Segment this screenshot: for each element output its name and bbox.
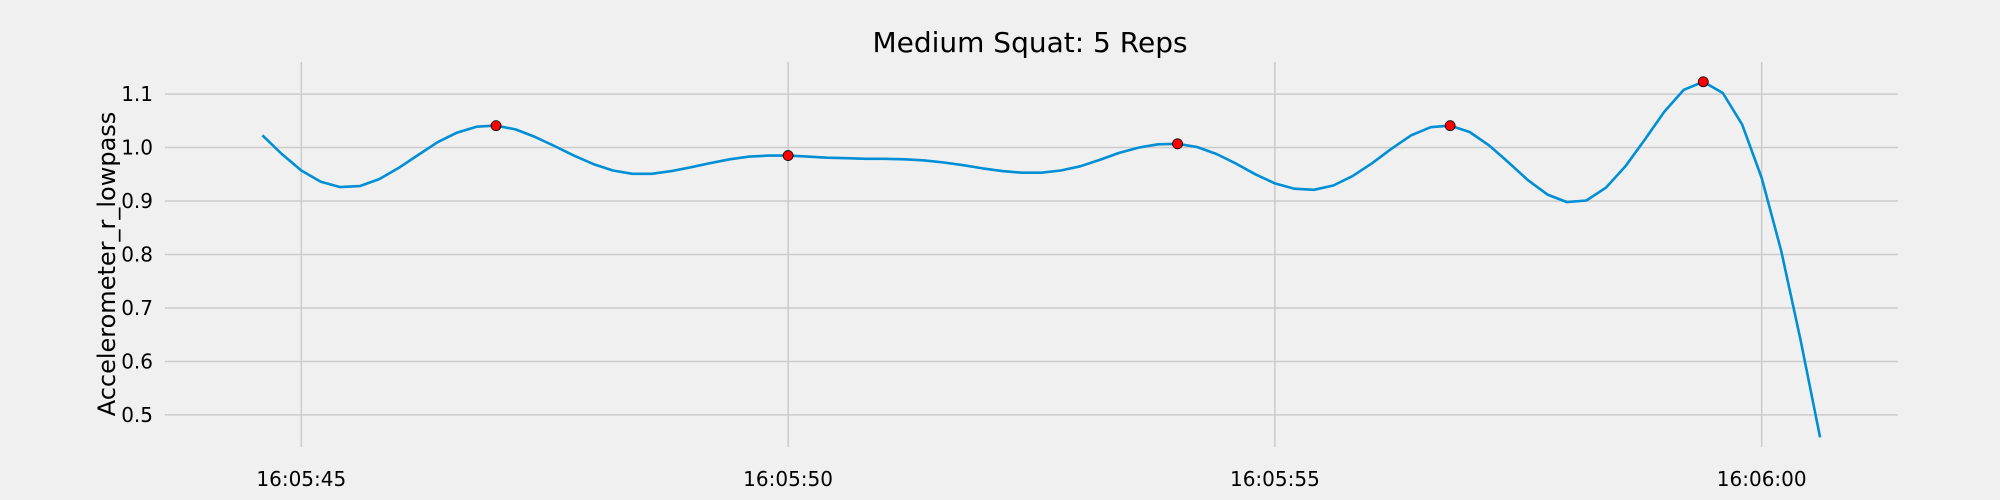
y-axis-label: Accelerometer_r_lowpass [93, 112, 121, 417]
tick-labels: 0.5 0.6 0.7 0.8 0.9 1.0 1.1 16:05:45 16:05:50 16:… [121, 82, 1806, 491]
y-tick-label: 1.1 [121, 82, 153, 106]
y-tick-label: 0.9 [121, 189, 153, 213]
y-tick-label: 0.6 [121, 349, 153, 373]
grid [165, 62, 1898, 447]
y-tick-label: 0.7 [121, 296, 153, 320]
x-tick-label: 16:06:00 [1717, 467, 1807, 491]
peak-marker [782, 150, 794, 161]
peaks-layer [490, 76, 1709, 161]
peak-marker [490, 120, 502, 132]
peak-marker [1172, 138, 1183, 150]
chart-title: Medium Squat: 5 Reps [872, 26, 1187, 59]
y-tick-label: 0.8 [121, 243, 153, 267]
series-layer [261, 80, 1822, 438]
x-tick-label: 16:05:45 [256, 467, 346, 491]
peak-marker [1697, 76, 1709, 88]
y-tick-label: 1.0 [121, 136, 153, 160]
x-tick-label: 16:05:55 [1230, 467, 1320, 491]
x-tick-label: 16:05:50 [743, 467, 833, 491]
y-tick-label: 0.5 [121, 403, 153, 427]
series-line [261, 80, 1822, 438]
peak-marker [1444, 120, 1456, 132]
